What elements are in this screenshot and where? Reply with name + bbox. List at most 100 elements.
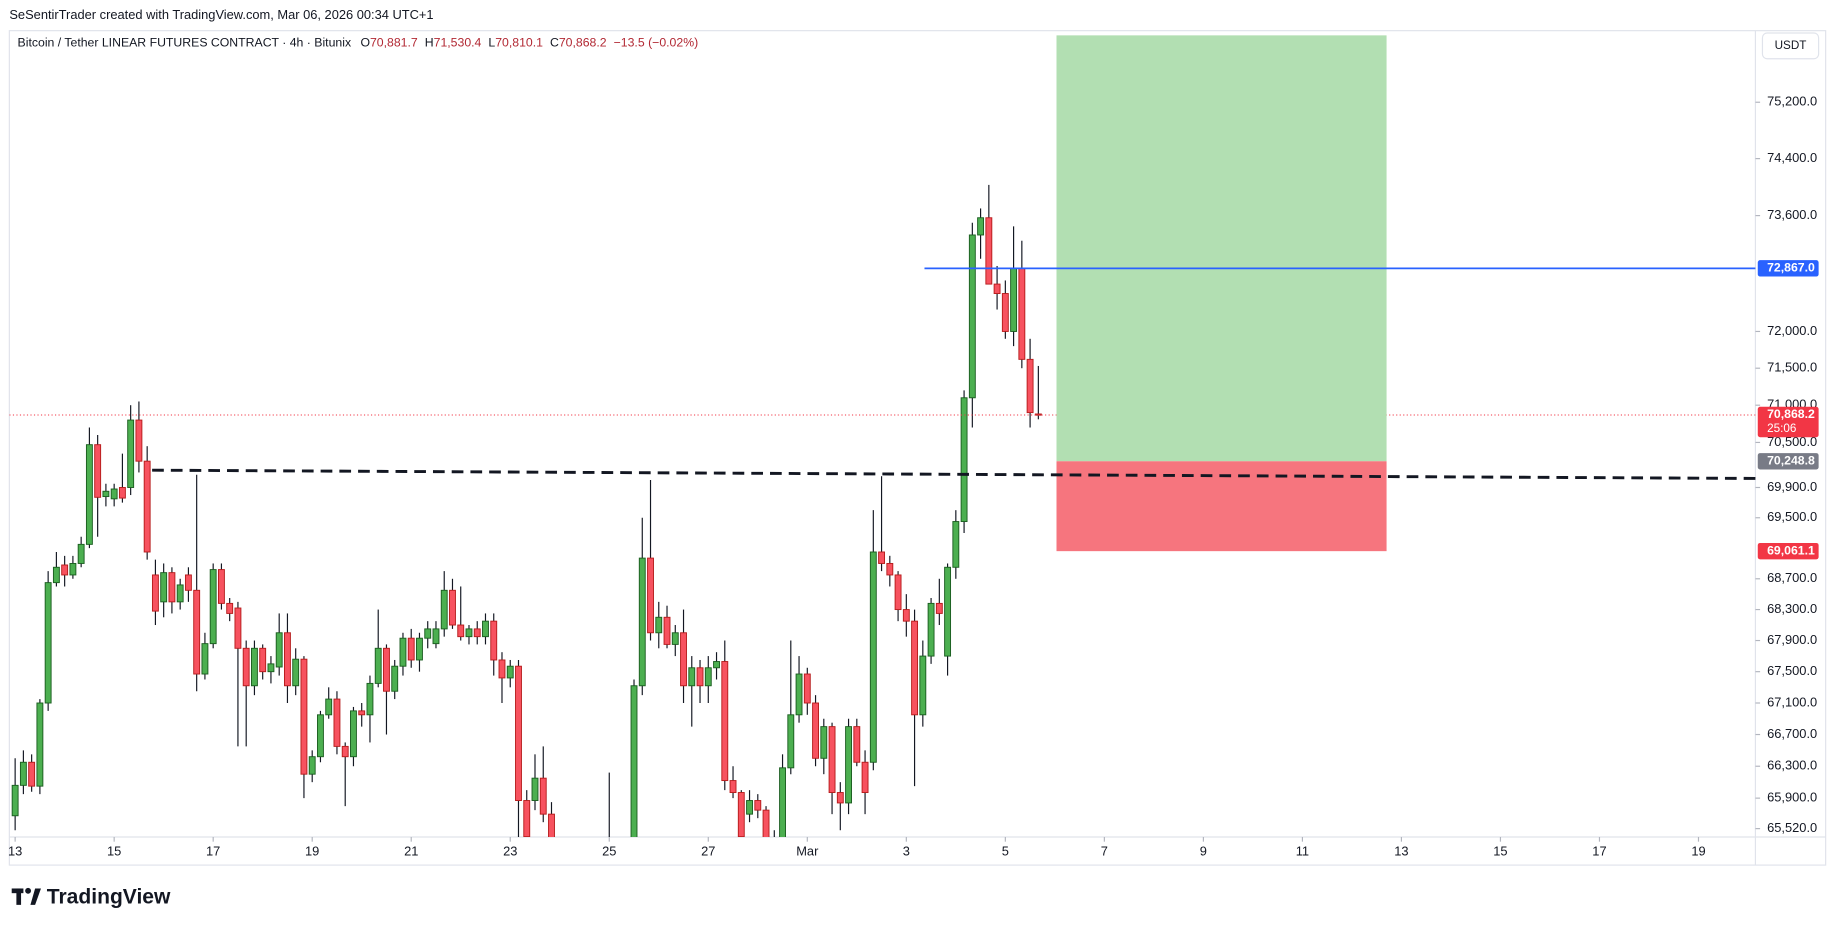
price-label: 69,061.1 (1767, 543, 1815, 557)
candle-body (803, 673, 811, 704)
candle-body (721, 661, 729, 782)
candle-body (184, 574, 192, 591)
candle-body (820, 726, 828, 759)
candle-body (869, 551, 877, 763)
candle-body (341, 745, 349, 758)
legend-change: −13.5 (−0.02%) (614, 36, 699, 50)
candle-body (209, 569, 217, 645)
candle-body (704, 667, 712, 687)
price-label-box (1757, 260, 1819, 277)
legend-symbol: Bitcoin / Tether LINEAR FUTURES CONTRACT… (18, 36, 352, 50)
candle-body (366, 682, 374, 716)
candle-body (993, 283, 1001, 294)
candle-body (548, 813, 555, 837)
candle-body (919, 655, 927, 716)
candle-body (94, 444, 102, 498)
y-tick-label: 67,500.0 (1767, 663, 1817, 678)
candle-body (713, 661, 720, 669)
candle-body (61, 564, 69, 576)
candle-body (771, 838, 777, 846)
candle-body (432, 628, 440, 645)
overlay (152, 35, 1756, 552)
candle-body (416, 637, 423, 661)
candle-body (127, 419, 135, 488)
candle-body (350, 710, 357, 758)
x-tick-label: 19 (1691, 844, 1705, 859)
candle-body (449, 589, 456, 626)
candle-body (69, 562, 77, 576)
candle-body (582, 867, 588, 879)
legend-field-label: C (550, 36, 559, 50)
candle-body (85, 444, 93, 545)
candle-body (506, 665, 514, 679)
candle-body (193, 589, 201, 675)
candle-body (960, 397, 968, 523)
currency-button[interactable] (1761, 32, 1820, 60)
candle-body (952, 521, 960, 568)
candle-body (836, 792, 844, 804)
candle-body (812, 702, 819, 759)
price-label: 70,248.8 (1767, 454, 1815, 468)
candle-body (630, 685, 638, 837)
candle-body (383, 647, 390, 692)
candle-body (746, 800, 753, 815)
candle-body (160, 572, 168, 603)
candle-body (623, 846, 629, 862)
y-tick-label: 68,300.0 (1767, 601, 1817, 616)
candle-body (151, 574, 159, 612)
y-tick-label: 69,500.0 (1767, 509, 1817, 524)
y-tick-label: 65,520.0 (1767, 820, 1817, 835)
currency-label[interactable]: USDT (1775, 39, 1807, 52)
profit-zone (1056, 35, 1387, 462)
candle-body (176, 584, 184, 603)
legend-field-label: L (488, 36, 495, 50)
candle-body (935, 602, 943, 614)
candle-body (754, 800, 762, 811)
price-label-box (1757, 406, 1819, 438)
candle-body (1010, 267, 1018, 332)
candle-body (242, 647, 250, 687)
legend-field-value: 70,868.2 (559, 36, 607, 50)
candle-body (638, 557, 646, 687)
y-tick-label: 66,300.0 (1767, 758, 1817, 773)
candle-body (424, 628, 432, 639)
candle-body (498, 659, 506, 679)
candle-body (217, 569, 225, 604)
logo-stem (16, 888, 22, 905)
candle-body (457, 624, 465, 638)
candle-body (762, 809, 770, 837)
x-tick-label: 5 (1002, 844, 1009, 859)
candle-body (325, 698, 333, 716)
y-tick-label: 67,900.0 (1767, 632, 1817, 647)
candle-body (894, 574, 902, 611)
candle-body (911, 620, 919, 716)
chart-frame (8, 30, 1827, 866)
candle-body (259, 647, 267, 673)
legend-field-label: O (360, 36, 370, 50)
candle-body (671, 632, 679, 645)
x-tick-label: 13 (8, 844, 22, 859)
price-label-box (1757, 453, 1819, 470)
candle-body (391, 665, 399, 692)
candle-body (168, 572, 176, 603)
candle-body (688, 667, 696, 687)
y-tick-label: 73,600.0 (1767, 207, 1817, 222)
x-tick-label: 15 (107, 844, 121, 859)
x-tick-label: 13 (1394, 844, 1408, 859)
x-tick-label: 25 (602, 844, 616, 859)
candle-body (333, 698, 341, 747)
candle-body (779, 767, 786, 837)
candle-body (11, 784, 19, 817)
candle-body (861, 761, 869, 794)
candle-body (234, 607, 242, 649)
candle-body (663, 616, 671, 645)
candle-body (531, 777, 539, 801)
candle-body (284, 632, 291, 687)
candle-body (655, 616, 663, 634)
y-tick-label: 68,700.0 (1767, 570, 1817, 585)
candle-body (300, 658, 308, 775)
legend-field-value: 70,810.1 (495, 36, 543, 50)
candle-body (36, 702, 44, 787)
legend-field-label: H (425, 36, 434, 50)
